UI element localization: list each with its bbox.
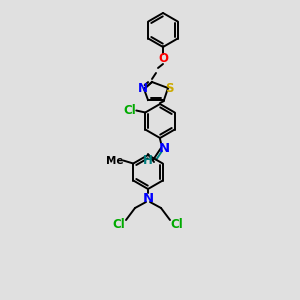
Text: N: N — [138, 82, 148, 95]
Text: N: N — [142, 191, 154, 205]
Text: Cl: Cl — [171, 218, 183, 232]
Text: N: N — [158, 142, 169, 154]
Text: H: H — [143, 154, 153, 167]
Text: Me: Me — [106, 155, 123, 166]
Text: Cl: Cl — [123, 104, 136, 117]
Text: O: O — [158, 52, 168, 65]
Text: S: S — [165, 82, 173, 94]
Text: Cl: Cl — [112, 218, 125, 232]
